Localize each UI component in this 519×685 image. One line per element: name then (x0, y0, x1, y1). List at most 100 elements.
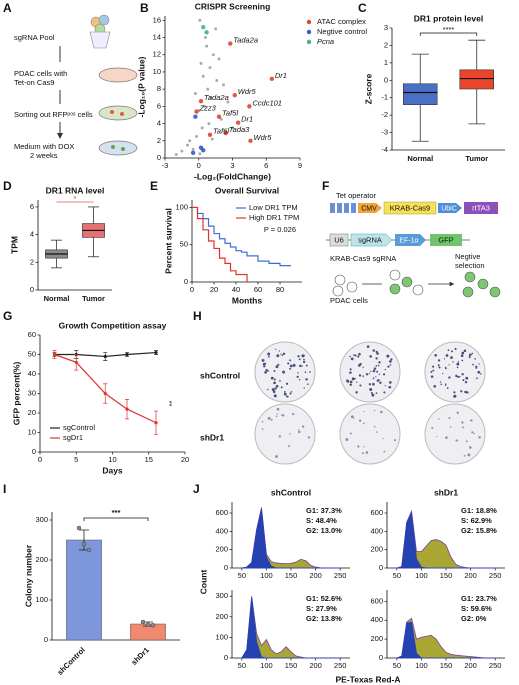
x-tick-label: 40 (232, 285, 240, 294)
colony (462, 426, 464, 429)
colony (280, 386, 283, 389)
colony (349, 383, 352, 386)
colony (267, 388, 269, 391)
y-tick-label: 6 (30, 202, 34, 211)
y-tick-label: 400 (370, 615, 383, 624)
colony (375, 431, 378, 433)
colony (298, 429, 300, 431)
point (235, 120, 241, 125)
colony (273, 394, 277, 398)
operator-block (337, 203, 342, 213)
x-tick-label: 200 (309, 661, 322, 670)
significance: **** (443, 25, 455, 34)
colony (261, 420, 264, 423)
point (204, 36, 207, 40)
point-label: Zzz3 (199, 104, 217, 113)
legend-label: sgDr1 (63, 433, 83, 442)
dish (424, 403, 486, 465)
u6-block (329, 233, 349, 247)
element-label: U6 (334, 235, 344, 244)
colony (358, 374, 362, 377)
colony (437, 418, 440, 420)
colony (448, 364, 450, 366)
x-tick-label: 50 (393, 571, 401, 580)
colony (363, 446, 365, 448)
colony (271, 388, 275, 392)
step-text: Medium with DOX (14, 142, 74, 151)
y-tick-label: 200 (35, 555, 48, 564)
colony (355, 381, 358, 383)
colony (346, 379, 349, 382)
colony (275, 348, 277, 350)
colony (296, 375, 299, 379)
x-tick-label: Normal (44, 294, 70, 303)
colony (264, 362, 267, 365)
colony (345, 438, 349, 442)
colony (372, 382, 375, 386)
colony (384, 368, 387, 371)
colony (371, 393, 375, 397)
colony (431, 426, 434, 429)
y-tick-label: 0 (384, 75, 388, 84)
point (198, 99, 204, 104)
step-text: Tet-on Cas9 (14, 78, 54, 87)
colony (388, 385, 392, 389)
panel-letter: H (193, 309, 202, 323)
point-label: Wdr5 (254, 133, 273, 142)
point (193, 114, 198, 119)
y-tick-label: 400 (370, 526, 383, 535)
point (247, 104, 252, 109)
point (210, 137, 214, 141)
x-tick-label: 100 (415, 571, 428, 580)
y-tick-label: 200 (370, 634, 383, 643)
colony (276, 354, 280, 358)
x-tick-label: 6 (264, 161, 268, 170)
point (199, 61, 203, 65)
panel-letter: C (358, 1, 367, 15)
phase-stat: G1: 52.6% (306, 594, 342, 603)
colony (302, 425, 305, 428)
chart-title: Overall Survival (215, 185, 279, 195)
y-tick-label: 6 (157, 101, 161, 110)
point-label: Dr1 (275, 71, 287, 80)
legend-label: sgControl (63, 423, 95, 432)
y-tick-label: 14 (153, 32, 161, 41)
colony (264, 371, 267, 374)
colony (375, 392, 378, 395)
colony (305, 378, 308, 381)
selection-label: Negtive (455, 252, 480, 261)
element-label: GFP (438, 235, 453, 244)
colony (433, 384, 437, 388)
colony (465, 440, 468, 443)
data-point (81, 541, 87, 547)
colony (430, 370, 433, 373)
colony (375, 364, 378, 367)
colony (454, 347, 457, 351)
point-label: Tada2a (204, 93, 229, 102)
colony (379, 410, 383, 414)
panel-letter: G (3, 309, 12, 323)
point (223, 130, 228, 136)
x-tick-label: shDr1 (129, 645, 150, 666)
colony (468, 355, 471, 357)
legend-swatch (306, 39, 312, 45)
point (191, 147, 195, 151)
y-tick-label: 300 (215, 591, 228, 600)
point (188, 139, 192, 143)
point (208, 66, 212, 70)
colony (468, 356, 471, 359)
colony (461, 351, 465, 355)
colony-images: shControl shDr1 (200, 341, 486, 465)
colony (461, 373, 464, 376)
colony (366, 345, 370, 348)
cas9-block (383, 201, 437, 215)
y-tick-label: 200 (215, 612, 228, 621)
x-tick-label: 0 (38, 455, 42, 464)
point (231, 126, 234, 130)
point-label: Taf6l (213, 127, 229, 136)
point (195, 134, 198, 138)
point (198, 152, 202, 156)
colony (301, 354, 305, 358)
colony (378, 361, 381, 364)
phase-stat: G1: 18.8% (461, 506, 497, 515)
